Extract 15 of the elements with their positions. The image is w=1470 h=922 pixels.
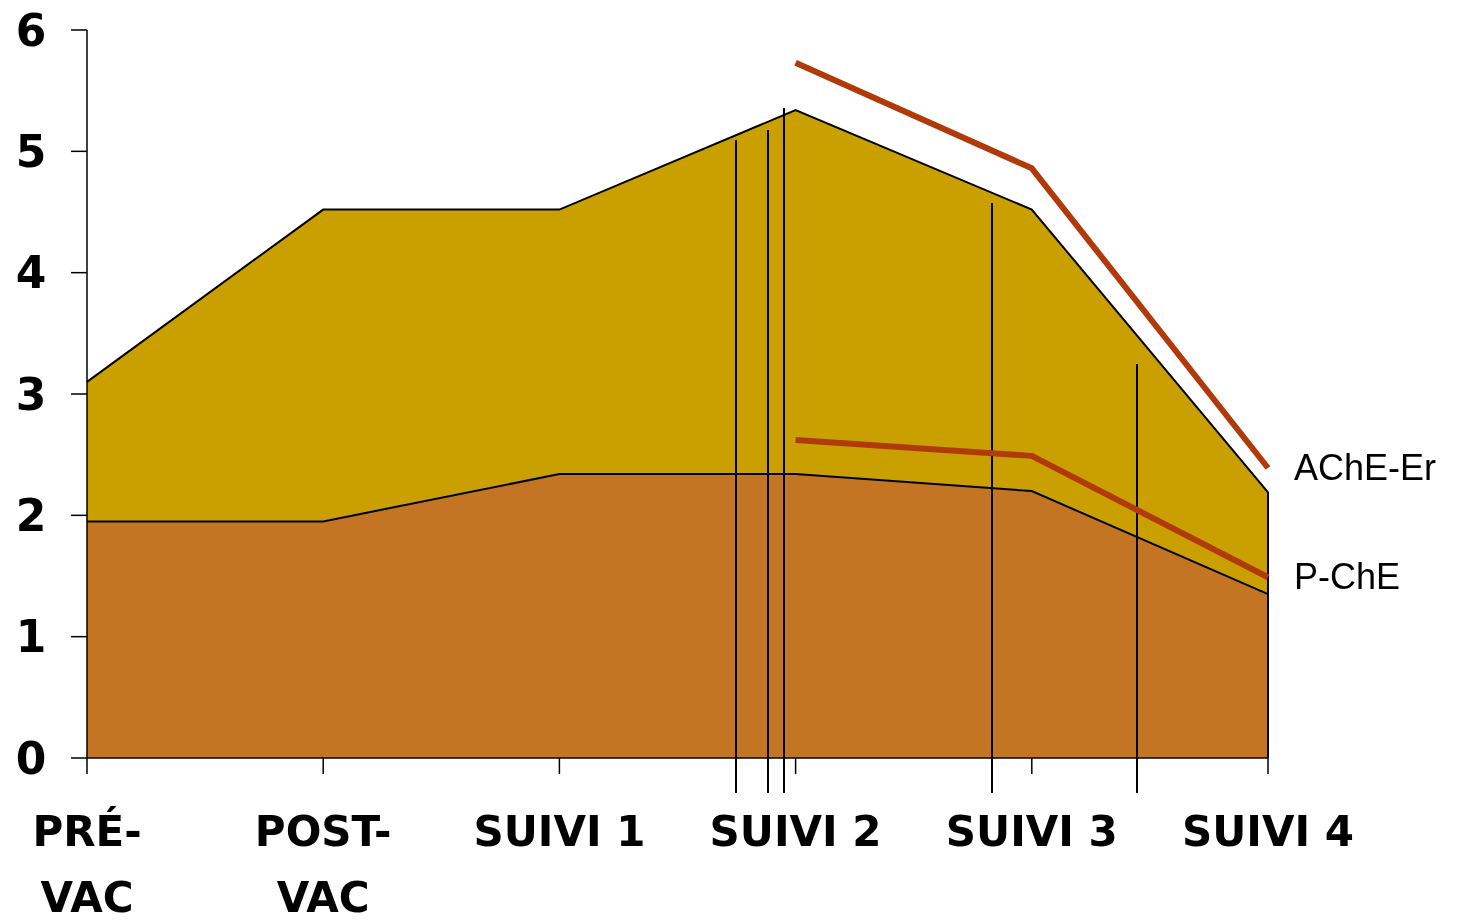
x-tick-label: SUIVI 2 — [709, 807, 882, 856]
x-tick-label: SUIVI 3 — [945, 807, 1118, 856]
series-label: AChE-Er — [1294, 447, 1437, 489]
series-label: P-ChE — [1294, 556, 1401, 598]
y-tick-label: 3 — [15, 368, 47, 420]
y-tick-label: 2 — [15, 489, 47, 541]
y-tick-label: 5 — [15, 125, 47, 177]
y-tick-label: 6 — [15, 4, 47, 56]
x-tick-label: POST-VAC — [254, 807, 392, 922]
x-tick-label: PRÉ-VAC — [32, 806, 142, 922]
y-tick-label: 4 — [15, 247, 47, 299]
x-tick-label: SUIVI 4 — [1182, 807, 1354, 856]
y-tick-label: 1 — [15, 611, 47, 663]
y-tick-label: 0 — [15, 732, 47, 784]
x-tick-label: SUIVI 1 — [473, 807, 646, 856]
